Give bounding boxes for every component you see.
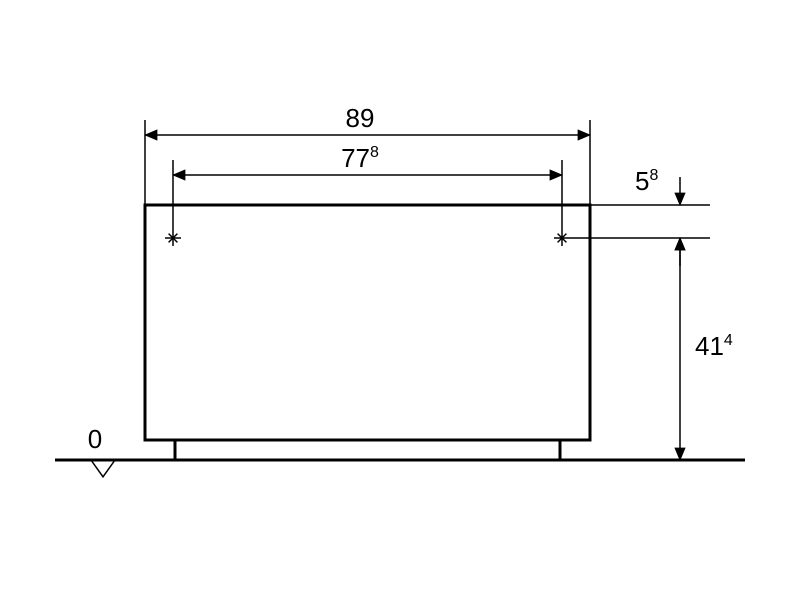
dim-mount-height-label: 414 <box>695 331 733 361</box>
dim-mount-from-top-label: 58 <box>635 166 658 196</box>
mount-mark-right <box>554 230 570 246</box>
datum-triangle-icon <box>91 460 115 477</box>
plinth <box>175 440 560 460</box>
datum-label: 0 <box>88 424 102 454</box>
cabinet-body <box>145 205 590 440</box>
dim-mount-spacing-label: 778 <box>341 143 379 173</box>
mount-mark-left <box>165 230 181 246</box>
dim-overall-width-label: 89 <box>346 103 375 133</box>
